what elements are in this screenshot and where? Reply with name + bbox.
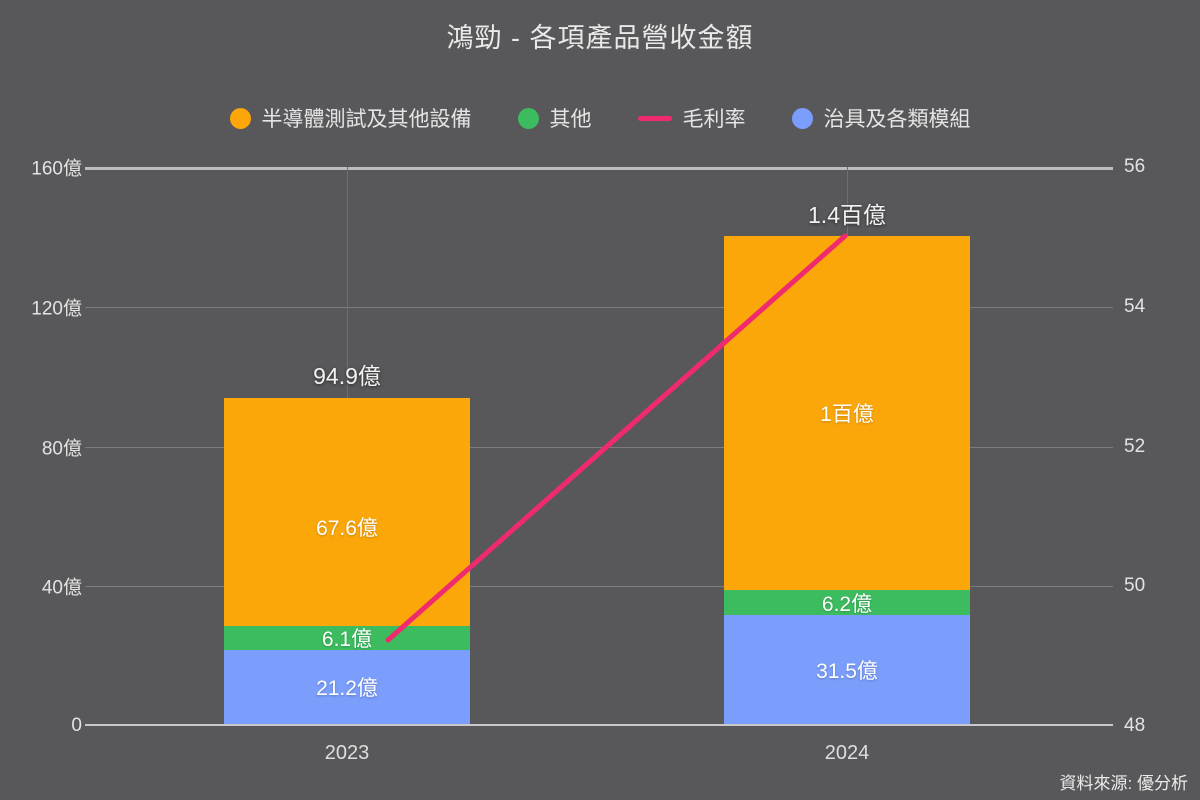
y-axis-right-tick-56: 56: [1124, 156, 1146, 177]
chart-title: 鴻勁 - 各項產品營收金額: [446, 23, 754, 53]
y-axis-right-tick-50: 50: [1124, 575, 1146, 596]
y-axis-left-tick-40: 40億: [41, 577, 82, 599]
bar-segment-2023-green[interactable]: 6.1億: [224, 626, 470, 651]
legend-item-semiconductor-equipment[interactable]: 半導體測試及其他設備: [229, 103, 472, 133]
y-axis-right-tick-48: 48: [1124, 715, 1146, 736]
y-axis-left-tick-160: 160億: [31, 158, 82, 180]
plot-area: 67.6億 6.1億 21.2億 1百億 6.2億 31.5億: [85, 167, 1113, 726]
bar-segment-2024-orange[interactable]: 1百億: [724, 236, 970, 590]
chart-legend: 半導體測試及其他設備 其他 毛利率 治具及各類模組: [0, 103, 1200, 133]
bar-segment-label: 6.1億: [321, 628, 373, 651]
x-axis-tick-2023: 2023: [324, 742, 370, 764]
bar-segment-label: 67.6億: [316, 517, 378, 540]
y-axis-left-tick-80: 80億: [41, 438, 82, 460]
y-axis-right-tick-52: 52: [1124, 436, 1146, 457]
bar-segment-2023-orange[interactable]: 67.6億: [224, 398, 470, 656]
legend-item-gross-margin[interactable]: 毛利率: [637, 103, 746, 133]
source-note: 資料來源: 優分析: [1059, 774, 1188, 793]
legend-label: 毛利率: [682, 108, 746, 131]
legend-label: 治具及各類模組: [823, 108, 971, 131]
legend-item-fixtures-modules[interactable]: 治具及各類模組: [791, 103, 971, 133]
bar-segment-2023-blue[interactable]: 21.2億: [224, 650, 470, 724]
x-axis-baseline: [85, 724, 1113, 726]
legend-label: 其他: [549, 108, 592, 131]
bar-segment-2024-blue[interactable]: 31.5億: [724, 615, 970, 724]
legend-swatch-circle-orange: [229, 107, 251, 129]
bar-segment-label: 21.2億: [316, 677, 378, 700]
y-axis-left-tick-0: 0: [71, 715, 82, 736]
bar-segment-2024-green[interactable]: 6.2億: [724, 590, 970, 616]
legend-swatch-circle-green: [517, 107, 539, 129]
bar-total-label-2023: 94.9億: [313, 363, 381, 389]
bar-segment-label: 1百億: [820, 403, 874, 426]
y-axis-left-tick-120: 120億: [31, 298, 82, 320]
legend-label: 半導體測試及其他設備: [261, 108, 472, 131]
legend-swatch-circle-blue: [791, 107, 813, 129]
bar-segment-label: 6.2億: [821, 592, 873, 616]
x-axis-tick-2024: 2024: [824, 742, 870, 764]
y-axis-right-tick-54: 54: [1124, 296, 1146, 317]
gridline-top: [85, 167, 1113, 170]
legend-swatch-line-pink: [637, 115, 672, 121]
legend-item-other[interactable]: 其他: [517, 103, 592, 133]
bar-total-label-2024: 1.4百億: [808, 202, 886, 228]
bar-segment-label: 31.5億: [816, 659, 878, 683]
